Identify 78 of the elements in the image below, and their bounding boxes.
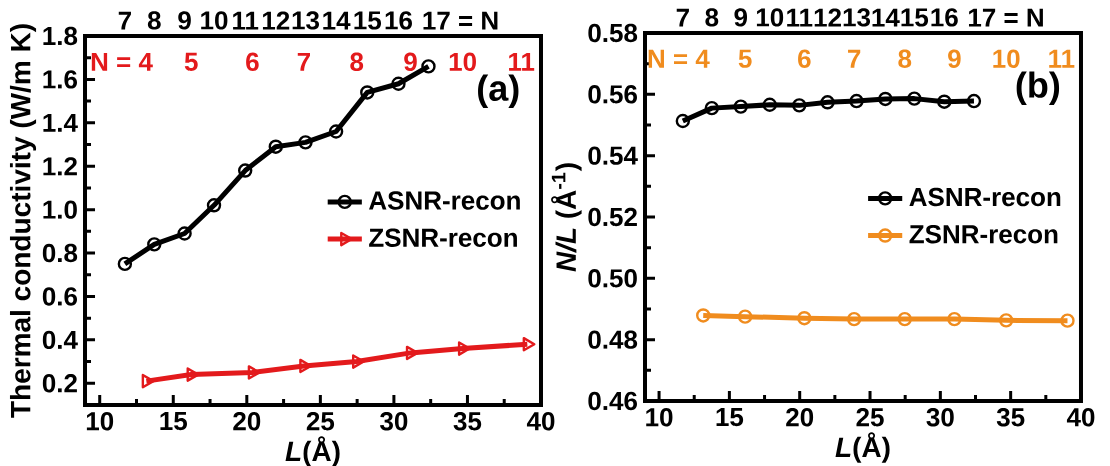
text: 11: [233, 11, 259, 30]
annotation: 10: [449, 52, 476, 72]
text: 13: [292, 11, 320, 30]
annotation: 7: [297, 52, 310, 71]
text: 8: [705, 8, 719, 27]
annotation: N = 4: [91, 52, 153, 71]
text: 10: [756, 8, 784, 27]
legend-label: ASNR-recon: [369, 191, 520, 210]
annotation: 6: [798, 49, 811, 68]
text: 14: [323, 11, 351, 30]
y-tick-label: 0.56: [588, 85, 637, 104]
annotation: 9: [948, 49, 961, 68]
annotation: 11: [509, 52, 535, 71]
y-tick-label: 0.58: [588, 23, 638, 43]
x-tick-label: 20: [233, 412, 261, 431]
y-tick-label: 0.8: [42, 243, 78, 263]
legend-label: ZSNR-recon: [369, 228, 517, 247]
y-tick-label: 0.48: [588, 330, 638, 349]
text: 12: [262, 11, 290, 30]
y-tick-label: 0.46: [588, 391, 637, 411]
x-tick-label: 15: [160, 412, 187, 431]
y-tick-label: 0.6: [42, 287, 78, 306]
text: 12: [814, 8, 841, 27]
annotation: 7: [848, 49, 861, 68]
x-tick-label: 10: [86, 412, 114, 431]
text: 16: [385, 11, 412, 30]
annotation: 8: [350, 52, 364, 72]
x-axis-title: L(Å): [285, 436, 340, 466]
x-tick-label: 35: [453, 412, 482, 431]
annotation: 10: [993, 49, 1020, 68]
annotation: (a): [478, 74, 519, 109]
y-tick-label: 0.2: [42, 374, 77, 393]
x-tick-label: 20: [786, 408, 814, 427]
y-tick-label: 0.52: [588, 207, 637, 227]
text: 16: [931, 8, 958, 27]
x-tick-label: 30: [926, 408, 954, 427]
legend-label: ZSNR-recon: [909, 224, 1058, 244]
y-tick-label: 1.2: [43, 157, 77, 176]
text: 7: [676, 8, 689, 27]
annotation: 5: [184, 52, 198, 71]
y-axis-title: Thermal conductivity (W/m K): [9, 24, 37, 418]
annotation: 11: [1049, 49, 1075, 68]
text: 15: [354, 11, 382, 30]
annotation: 9: [404, 52, 417, 72]
y-tick-label: 1.6: [43, 70, 78, 89]
text: 14: [872, 8, 900, 27]
y-tick-label: 1.8: [43, 26, 78, 46]
x-tick-label: 40: [1066, 408, 1095, 427]
text: 7: [118, 11, 131, 30]
text: 11: [787, 8, 813, 27]
y-tick-label: 1.4: [43, 113, 78, 132]
text: 10: [201, 11, 228, 30]
x-tick-label: 10: [646, 408, 673, 427]
text: 17 = N: [423, 11, 498, 30]
annotation: 8: [898, 49, 912, 68]
y-tick-label: 1.0: [43, 200, 77, 219]
x-tick-label: 30: [380, 412, 408, 431]
annotation: 5: [738, 49, 752, 68]
annotation: 6: [246, 52, 259, 72]
text: 13: [843, 8, 871, 27]
annotation: N = 4: [648, 49, 710, 68]
text: 9: [178, 11, 191, 30]
text: 8: [147, 11, 161, 30]
y-tick-label: 0.4: [42, 330, 78, 350]
x-tick-label: 35: [996, 408, 1025, 427]
text: 15: [901, 8, 929, 27]
x-axis-title: L(Å): [835, 432, 890, 463]
x-tick-label: 25: [306, 412, 335, 431]
y-tick-label: 0.54: [588, 146, 638, 165]
y-axis-title: N/L (Å$^{-1}$): [551, 163, 582, 272]
x-tick-label: 25: [856, 408, 884, 427]
x-tick-label: 40: [526, 412, 555, 431]
text: 17 = N: [968, 8, 1043, 27]
text: 9: [734, 8, 748, 27]
x-tick-label: 15: [716, 408, 744, 427]
legend-label: ASNR-recon: [909, 187, 1061, 207]
annotation: (b): [1016, 71, 1060, 105]
y-tick-label: 0.50: [588, 269, 637, 288]
